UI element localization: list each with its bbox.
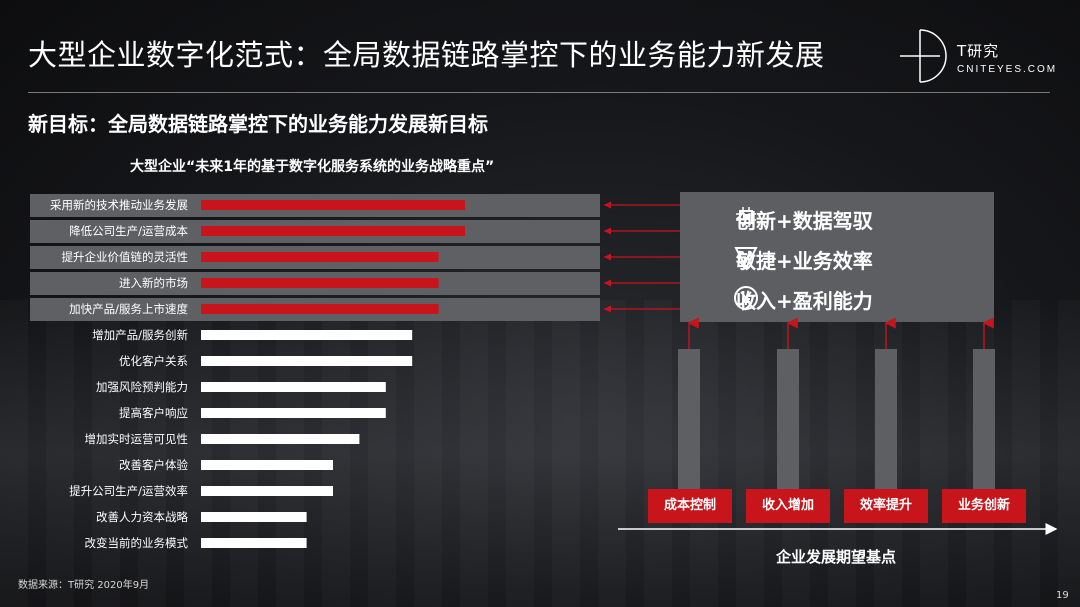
goal-arrow-head [604,305,611,313]
bar [201,356,413,366]
goal-label-3: 收入+盈利能力 [736,289,873,313]
x-axis-label: 企业发展期望基点 [776,548,897,566]
pillar-4 [973,349,995,491]
bar [201,382,386,392]
page-number: 19 [1056,590,1069,601]
header-divider [28,92,1050,93]
category-label: 加强风险预判能力 [96,380,188,394]
category-label: 进入新的市场 [119,276,188,290]
bar [201,252,439,262]
logo-text-en: CNITEYES.COM [957,64,1058,75]
category-label: 改善人力资本战略 [96,510,188,524]
bar [201,226,465,236]
category-label: 提升公司生产/运营效率 [69,484,188,498]
bar [201,460,333,470]
bar [201,278,439,288]
chip-icon [736,207,756,227]
pillar-1 [678,349,700,491]
pillar-2 [777,349,799,491]
category-label: 增加实时运营可见性 [85,432,189,446]
goal-arrow-head [604,201,611,209]
category-label: 增加产品/服务创新 [92,328,188,342]
bar [201,486,333,496]
bar [201,512,307,522]
goal-arrow-head [604,227,611,235]
outcome-innovation: 业务创新 [942,489,1026,523]
section-subtitle: 新目标：全局数据链路掌控下的业务能力发展新目标 [28,112,488,136]
outcome-revenue-increase: 收入增加 [746,489,830,523]
bar [201,434,360,444]
bar [201,200,465,210]
goal-arrow-head [604,279,611,287]
goal-label-1: 创新+数据驾驭 [736,209,873,233]
goals-panel: 创新+数据驾驭 敏捷+业务效率 收入+盈利能力 [680,192,994,322]
logo-text-cn: T研究 [957,42,1000,60]
speed-icon [734,247,758,271]
category-label: 改善客户体验 [119,458,188,472]
category-label: 降低公司生产/运营成本 [69,224,188,238]
category-label: 提升企业价值链的灵活性 [62,250,189,264]
goal-arrow-head [604,253,611,261]
yen-coin-icon [734,286,758,310]
category-label: 优化客户关系 [119,354,188,368]
goal-label-2: 敏捷+业务效率 [736,249,873,273]
data-source: 数据来源：T研究 2020年9月 [18,580,150,591]
category-label: 加快产品/服务上市速度 [69,302,188,316]
chart-title: 大型企业“未来1年的基于数字化服务系统的业务战略重点” [130,159,495,175]
logo-mark [900,29,947,83]
category-label: 改变当前的业务模式 [85,536,189,550]
outcome-efficiency: 效率提升 [844,489,928,523]
bar [201,408,386,418]
bar [201,330,413,340]
bar [201,304,439,314]
category-label: 提高客户响应 [119,406,188,420]
pillar-3 [875,349,897,491]
page-title: 大型企业数字化范式：全局数据链路掌控下的业务能力新发展 [28,38,825,72]
category-label: 采用新的技术推动业务发展 [50,198,188,212]
outcome-cost-control: 成本控制 [648,489,732,523]
bar [201,538,307,548]
